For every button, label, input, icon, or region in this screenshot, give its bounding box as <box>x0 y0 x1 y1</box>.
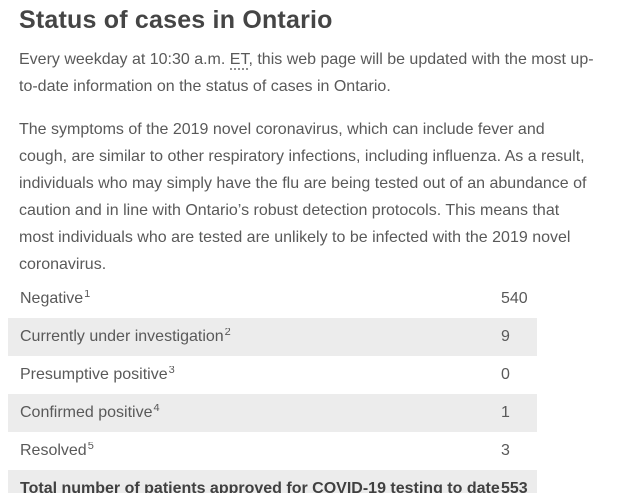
table-row: Presumptive positive3 0 <box>8 356 537 394</box>
case-category-label: Negative1 <box>20 290 501 308</box>
table-row: Currently under investigation2 9 <box>8 318 537 356</box>
case-count-value: 3 <box>501 442 510 459</box>
table-row: Negative1 540 <box>8 280 537 318</box>
case-category-text: Currently under investigation <box>20 328 224 345</box>
footnote-reference: 1 <box>84 290 91 300</box>
case-category-label: Confirmed positive4 <box>20 404 501 422</box>
table-row: Resolved5 3 <box>8 432 537 470</box>
case-count-value: 9 <box>501 328 510 345</box>
cases-status-table: Negative1 540 Currently under investigat… <box>8 280 537 493</box>
case-category-label: Presumptive positive3 <box>20 366 501 384</box>
eastern-time-abbr: ET <box>229 51 249 70</box>
case-category-label: Total number of patients approved for CO… <box>20 480 501 493</box>
case-category-text: Resolved <box>20 442 87 459</box>
intro-paragraph: Every weekday at 10:30 a.m. ET, this web… <box>19 46 597 100</box>
page-title: Status of cases in Ontario <box>19 6 333 34</box>
symptoms-paragraph: The symptoms of the 2019 novel coronavir… <box>19 121 587 273</box>
table-row: Total number of patients approved for CO… <box>8 470 537 493</box>
intro-text-before-abbr: Every weekday at 10:30 a.m. <box>19 51 230 68</box>
footnote-reference: 5 <box>87 442 94 452</box>
footnote-reference: 4 <box>153 404 160 414</box>
case-count-value: 540 <box>501 290 528 307</box>
footnote-reference: 3 <box>168 366 175 376</box>
case-category-text: Confirmed positive <box>20 404 153 421</box>
case-category-label: Currently under investigation2 <box>20 328 501 346</box>
footnote-reference: 2 <box>224 328 231 338</box>
case-count-value: 553 <box>501 480 528 493</box>
case-category-label: Resolved5 <box>20 442 501 460</box>
case-category-text: Negative <box>20 290 84 307</box>
case-count-value: 0 <box>501 366 510 383</box>
case-category-text: Presumptive positive <box>20 366 168 383</box>
table-row: Confirmed positive4 1 <box>8 394 537 432</box>
case-count-value: 1 <box>501 404 510 421</box>
intro-text-after-abbr: , this web page will be updated with the… <box>19 51 594 95</box>
case-category-text: Total number of patients approved for CO… <box>20 480 500 493</box>
